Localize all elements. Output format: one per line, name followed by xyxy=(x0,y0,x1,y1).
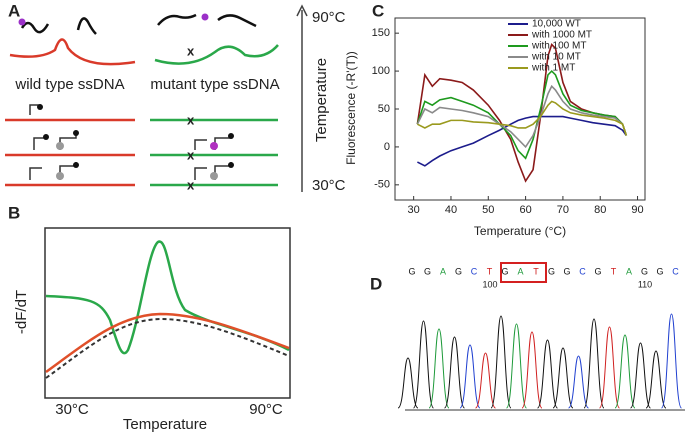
trace-peak xyxy=(599,326,620,409)
base-label: T xyxy=(611,266,617,276)
base-label: C xyxy=(579,266,586,276)
y-tick-label: -50 xyxy=(374,179,390,191)
x-label: Temperature xyxy=(123,416,207,433)
base-label: C xyxy=(672,266,679,276)
trace-peak xyxy=(506,323,527,409)
series-line xyxy=(416,84,628,149)
panel-label: A xyxy=(8,1,20,20)
trace-peak xyxy=(413,320,434,409)
trace-peak xyxy=(459,344,481,409)
x-tick-label: 30 xyxy=(408,204,420,216)
x-tick-label: 50 xyxy=(482,204,494,216)
y-label: -dF/dT xyxy=(13,290,30,334)
panel-label: C xyxy=(372,1,384,20)
trace-peak xyxy=(568,355,589,409)
quencher xyxy=(210,172,218,180)
fluorophore xyxy=(18,18,26,26)
base-label: G xyxy=(548,266,555,276)
mismatch-marks: xx xx xyxy=(187,43,195,192)
trace-peak xyxy=(630,342,651,409)
base-label: G xyxy=(594,266,601,276)
base-label: G xyxy=(455,266,462,276)
trace-peak xyxy=(645,350,667,409)
svg-text:x: x xyxy=(187,177,195,192)
fluorophore xyxy=(201,13,209,21)
base-label: A xyxy=(440,266,446,276)
x-tick-label: 80 xyxy=(594,204,606,216)
quencher xyxy=(56,142,64,150)
legend-label: with 1000 MT xyxy=(531,30,592,41)
trace-peak xyxy=(475,352,496,409)
legend-label: with 10 MT xyxy=(531,52,581,63)
position-label: 100 xyxy=(482,279,497,289)
probe-dots xyxy=(37,104,234,168)
x-start: 30°C xyxy=(55,401,89,418)
y-tick-label: 100 xyxy=(372,65,390,77)
base-label: G xyxy=(641,266,648,276)
x-axis-label: Temperature (°C) xyxy=(474,224,566,238)
base-label: G xyxy=(424,266,431,276)
trace-peak xyxy=(521,331,543,409)
fluorophore xyxy=(210,142,218,150)
base-label: G xyxy=(408,266,415,276)
trace-peak xyxy=(583,318,605,409)
panel-label: B xyxy=(8,203,20,222)
x-tick-label: 90 xyxy=(631,204,643,216)
wild-label: wild type ssDNA xyxy=(14,76,124,93)
legend-label: with 100 MT xyxy=(531,41,586,52)
series-line xyxy=(417,100,628,136)
trace-peak xyxy=(444,336,465,409)
trace-peak xyxy=(614,334,636,409)
y-tick-label: 50 xyxy=(378,103,390,115)
plot-frame xyxy=(44,227,291,399)
base-label: G xyxy=(656,266,663,276)
wild-curve xyxy=(45,312,290,374)
legend-label: 10,000 WT xyxy=(532,19,581,30)
panel-a-drawing xyxy=(5,4,308,192)
series-line xyxy=(416,69,628,160)
x-tick-label: 40 xyxy=(445,204,457,216)
temp-top: 90°C xyxy=(312,9,346,26)
svg-text:x: x xyxy=(187,43,195,58)
legend-label: with 1 MT xyxy=(531,63,575,74)
base-label: T xyxy=(487,266,493,276)
trace-peak xyxy=(537,339,558,409)
y-axis-label: Fluorescence (-R'(T)) xyxy=(344,51,358,165)
position-label: 110 xyxy=(638,279,652,289)
reference-curve xyxy=(45,317,290,379)
temp-bottom: 30°C xyxy=(312,177,346,194)
trace-peak xyxy=(397,357,419,409)
codon-box xyxy=(500,262,547,283)
axis-label: Temperature xyxy=(313,58,330,142)
y-tick-label: 150 xyxy=(372,27,390,39)
series-line xyxy=(417,115,627,167)
trace-peak xyxy=(490,315,512,409)
base-label: A xyxy=(517,266,523,276)
mutant-label: mutant type ssDNA xyxy=(150,76,279,93)
panel-label: D xyxy=(370,274,382,293)
base-label: G xyxy=(563,266,570,276)
trace-peak xyxy=(661,313,682,409)
svg-text:x: x xyxy=(187,147,195,162)
mutant-curve xyxy=(45,240,290,355)
quencher xyxy=(56,172,64,180)
base-label: C xyxy=(471,266,478,276)
trace-peak xyxy=(428,328,450,409)
base-label: T xyxy=(533,266,539,276)
base-label: A xyxy=(626,266,632,276)
y-tick-label: 0 xyxy=(384,141,390,153)
x-tick-label: 70 xyxy=(557,204,569,216)
x-end: 90°C xyxy=(249,401,283,418)
base-label: G xyxy=(501,266,508,276)
x-tick-label: 60 xyxy=(519,204,531,216)
svg-text:x: x xyxy=(187,112,195,127)
trace-peak xyxy=(552,347,574,409)
